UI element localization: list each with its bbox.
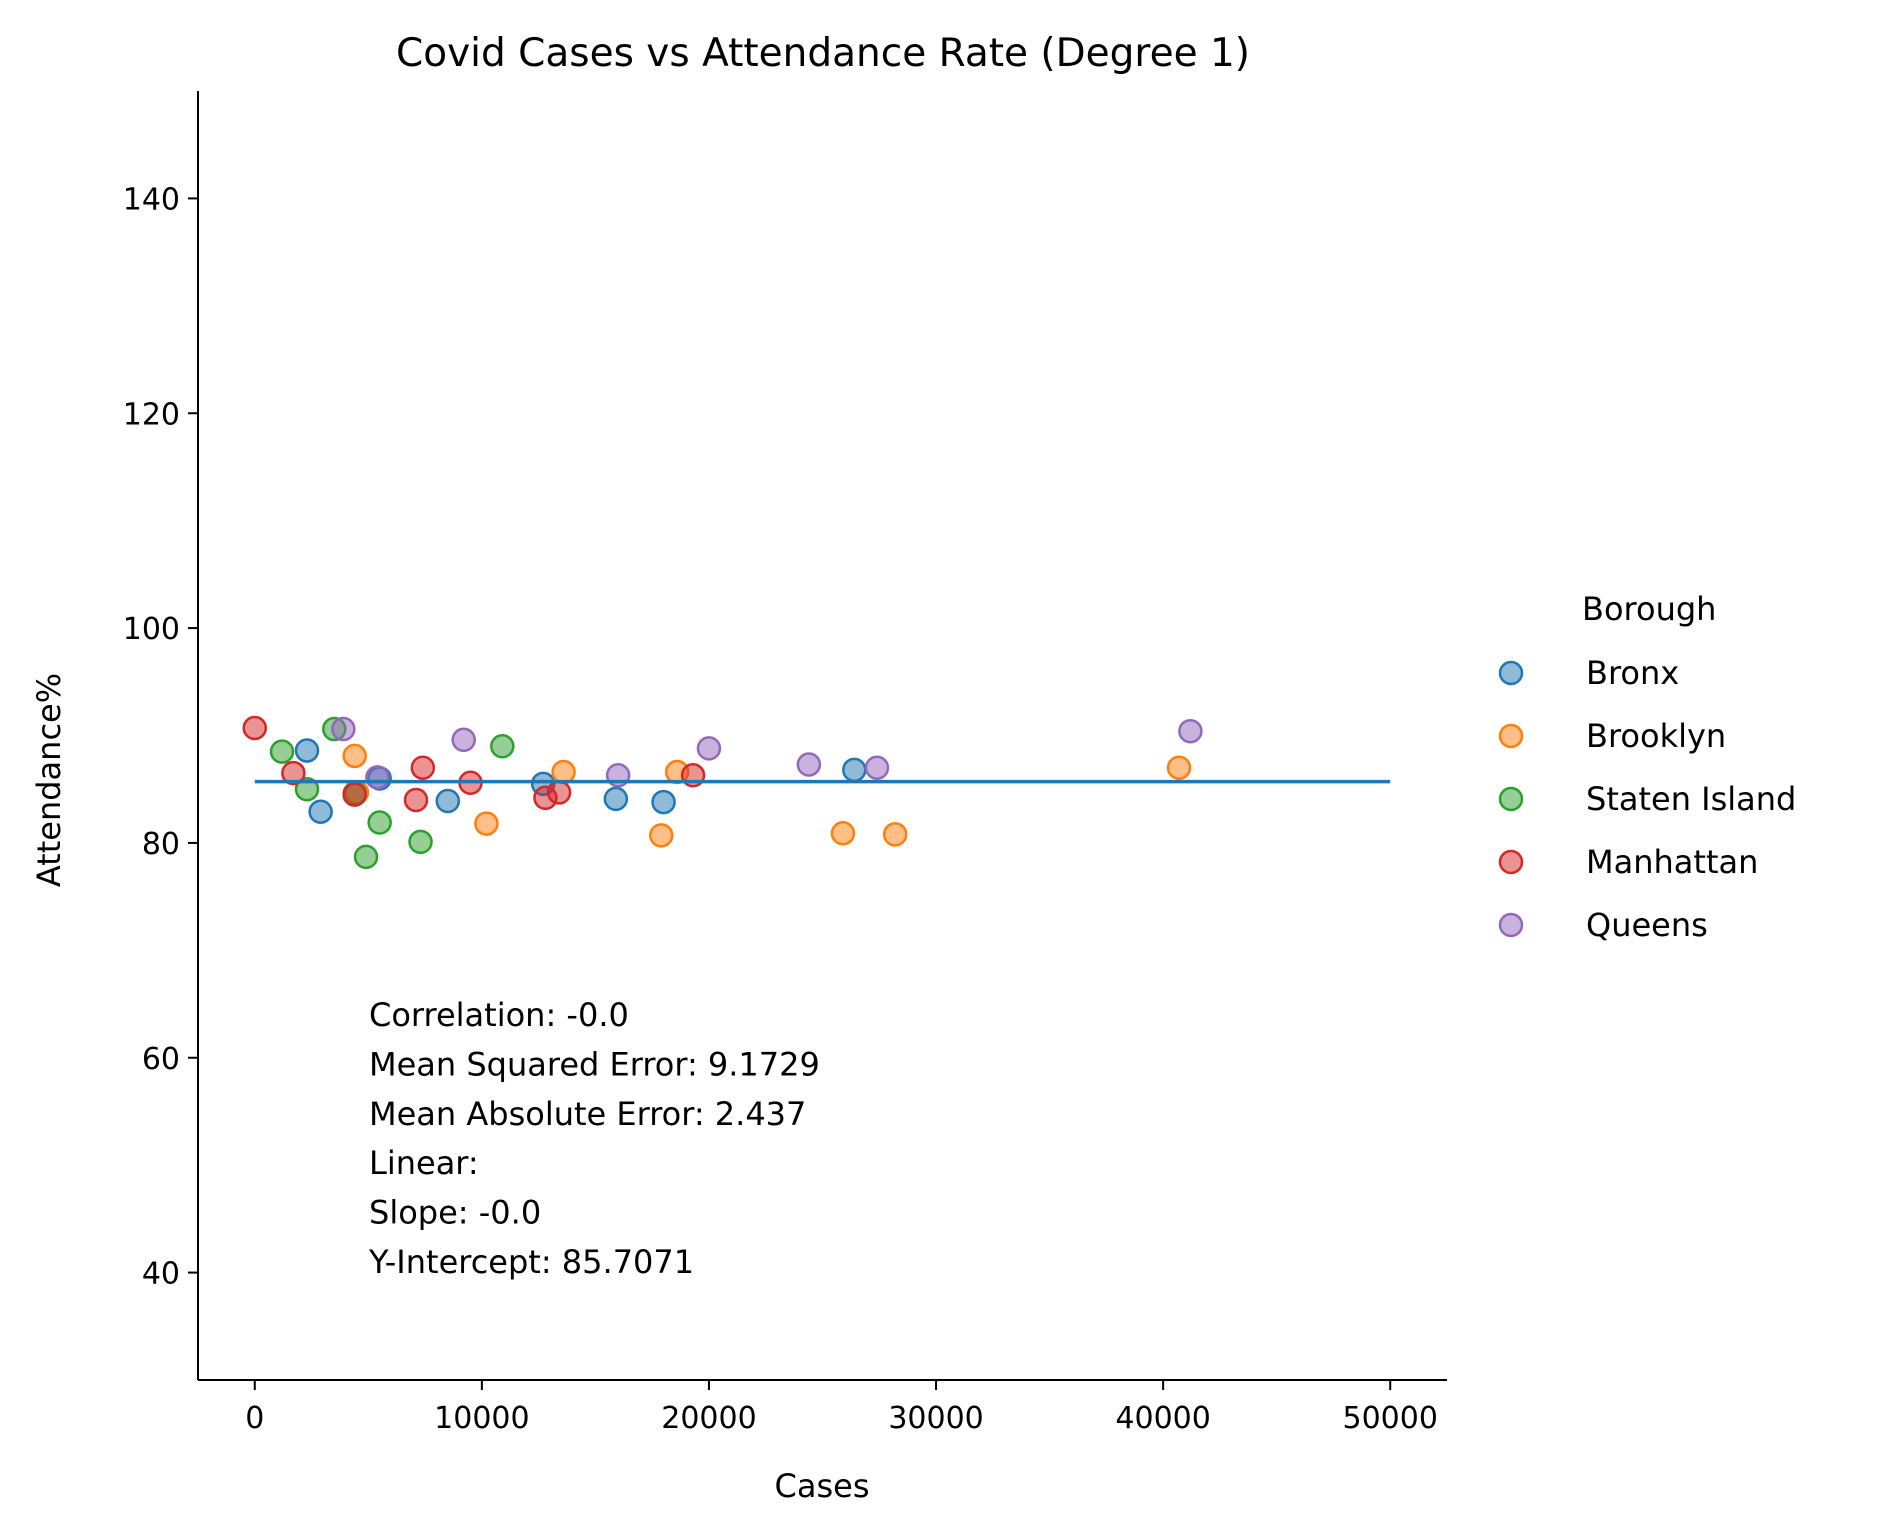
- data-point-queens: [365, 765, 390, 790]
- data-point-staten-island: [367, 810, 392, 835]
- data-point-queens: [696, 736, 722, 761]
- x-tick-label: 20000: [661, 1401, 756, 1436]
- x-axis-label: Cases: [775, 1467, 870, 1505]
- y-axis-ticks: 40 60 80 100 120 140: [123, 182, 198, 1292]
- stats-line: Mean Absolute Error: 2.437: [369, 1095, 806, 1133]
- data-point-manhattan: [410, 755, 436, 780]
- legend-marker: [1498, 786, 1524, 812]
- legend-marker: [1498, 660, 1524, 686]
- data-point-manhattan: [242, 715, 268, 741]
- legend: Borough Bronx Brooklyn Staten Island Manhat…: [1498, 590, 1796, 944]
- stats-annotation: Correlation: -0.0 Mean Squared Error: 9.1…: [368, 996, 820, 1281]
- stats-line: Y-Intercept: 85.7071: [368, 1243, 694, 1281]
- y-tick-label: 140: [123, 182, 180, 217]
- legend-title: Borough: [1582, 590, 1716, 628]
- data-point-queens: [1178, 718, 1203, 744]
- x-tick-label: 10000: [434, 1401, 529, 1436]
- x-tick-label: 40000: [1115, 1401, 1210, 1436]
- y-tick-label: 60: [142, 1042, 180, 1077]
- data-point-brooklyn: [551, 759, 576, 785]
- data-point-bronx: [603, 786, 629, 812]
- chart-title: Covid Cases vs Attendance Rate (Degree 1…: [396, 31, 1250, 76]
- data-point-manhattan: [546, 780, 572, 805]
- legend-label: Bronx: [1586, 654, 1679, 692]
- data-point-bronx: [651, 789, 676, 815]
- data-point-brooklyn: [882, 822, 908, 847]
- data-point-bronx: [308, 799, 333, 825]
- y-tick-label: 100: [123, 612, 180, 647]
- data-point-bronx: [435, 788, 461, 814]
- y-tick-label: 40: [142, 1257, 180, 1292]
- legend-label: Brooklyn: [1586, 717, 1726, 755]
- data-point-staten-island: [490, 733, 515, 759]
- scatter-points: [242, 715, 1203, 870]
- data-point-staten-island: [269, 739, 295, 764]
- data-point-queens: [796, 752, 822, 777]
- legend-label: Manhattan: [1586, 843, 1758, 881]
- data-point-manhattan: [342, 782, 367, 807]
- legend-items: Bronx Brooklyn Staten Island Manhattan Queen…: [1498, 654, 1796, 944]
- legend-label: Queens: [1586, 906, 1708, 944]
- data-point-manhattan: [281, 760, 306, 786]
- legend-marker: [1498, 849, 1524, 875]
- y-axis-label: Attendance%: [30, 673, 68, 887]
- legend-marker: [1498, 912, 1524, 938]
- data-point-brooklyn: [474, 811, 499, 836]
- x-tick-label: 30000: [888, 1401, 983, 1436]
- data-point-bronx: [294, 738, 320, 763]
- data-point-brooklyn: [1166, 755, 1192, 780]
- data-point-brooklyn: [342, 743, 367, 769]
- y-tick-label: 80: [142, 827, 180, 862]
- data-point-brooklyn: [649, 823, 674, 848]
- stats-line: Correlation: -0.0: [369, 996, 629, 1034]
- y-tick-label: 120: [123, 397, 180, 432]
- data-point-staten-island: [294, 776, 320, 802]
- data-point-brooklyn: [830, 820, 856, 846]
- legend-marker: [1498, 723, 1524, 749]
- data-point-bronx: [842, 757, 867, 783]
- stats-line: Linear:: [369, 1144, 479, 1182]
- stats-line: Mean Squared Error: 9.1729: [369, 1045, 820, 1083]
- data-point-staten-island: [353, 844, 379, 870]
- x-tick-label: 0: [245, 1401, 264, 1436]
- data-point-queens: [331, 716, 356, 742]
- data-point-staten-island: [408, 829, 433, 855]
- data-point-manhattan: [403, 787, 429, 813]
- x-tick-label: 50000: [1343, 1401, 1438, 1436]
- stats-line: Slope: -0.0: [369, 1194, 541, 1232]
- legend-label: Staten Island: [1586, 780, 1796, 818]
- x-axis-ticks: 0 10000 20000 30000 40000 50000: [245, 1380, 1438, 1436]
- data-point-queens: [864, 755, 890, 780]
- data-point-queens: [451, 727, 476, 753]
